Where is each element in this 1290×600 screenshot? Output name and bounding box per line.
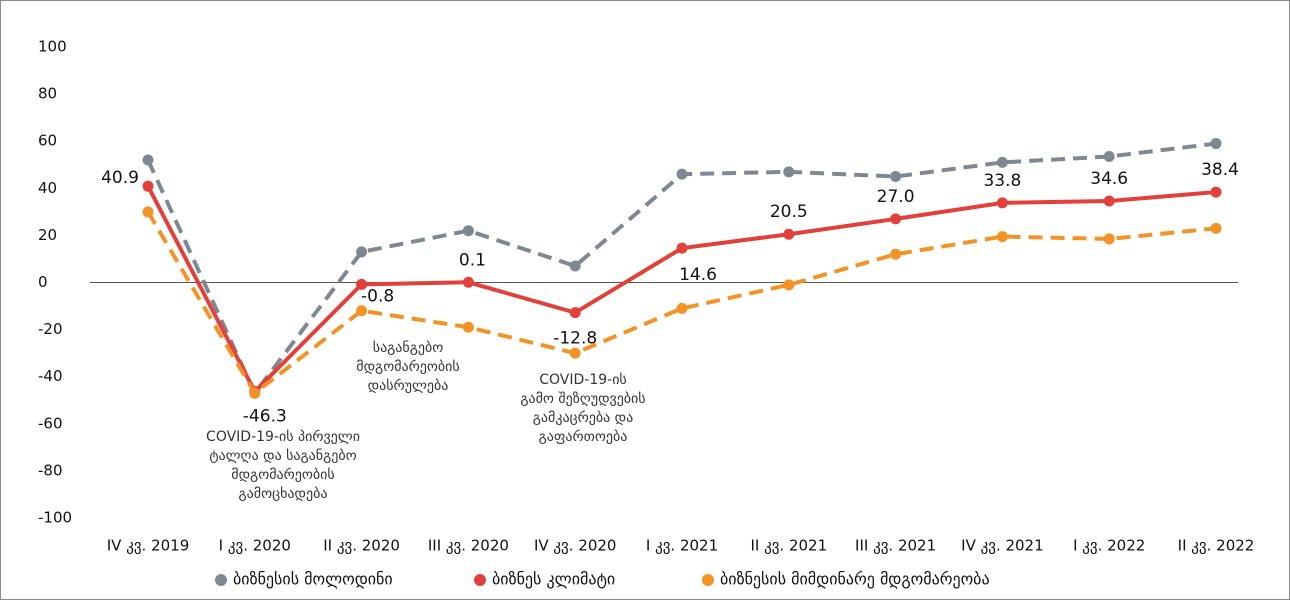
data-point	[676, 302, 688, 314]
y-tick-label: -20	[38, 320, 63, 338]
annotation: დასრულება	[368, 377, 449, 394]
data-point	[996, 156, 1008, 168]
data-point	[676, 242, 688, 254]
data-point	[783, 279, 795, 291]
annotation: მდგომარეობის	[356, 358, 459, 375]
data-point	[249, 387, 261, 399]
data-point	[1103, 195, 1115, 207]
data-label: 0.1	[459, 250, 486, 270]
data-point	[569, 260, 581, 272]
legend-label: ბიზნესის მოლოდინი	[233, 570, 393, 589]
data-label: 27.0	[877, 187, 915, 207]
annotation: გამკაცრება და	[533, 409, 633, 426]
data-point	[996, 231, 1008, 243]
x-tick-label: II კვ. 2021	[750, 537, 827, 555]
x-tick-label: III კვ. 2020	[428, 537, 509, 555]
y-tick-label: 0	[38, 273, 48, 291]
data-point	[1103, 233, 1115, 245]
legend-label: ბიზნესის მიმდინარე მდგომარეობა	[720, 570, 990, 589]
legend-marker	[702, 574, 714, 586]
x-tick-label: I კვ. 2020	[219, 537, 291, 555]
data-label: 14.6	[679, 265, 717, 285]
data-point	[569, 347, 581, 359]
annotation: ტალღა და საგანგებო	[209, 448, 356, 464]
data-label: -46.3	[243, 407, 287, 427]
data-label: 38.4	[1201, 160, 1239, 180]
data-point	[142, 154, 154, 166]
data-point	[676, 168, 688, 180]
y-tick-label: -40	[38, 367, 63, 385]
annotation: COVID-19-ის პირველი	[206, 428, 360, 445]
annotation: გაფართოება	[539, 428, 628, 445]
x-tick-label: I კვ. 2021	[646, 537, 718, 555]
data-point	[462, 225, 474, 237]
x-tick-label: IV კვ. 2019	[107, 537, 190, 555]
data-point	[462, 321, 474, 333]
data-label: -12.8	[553, 329, 597, 349]
y-tick-label: 20	[38, 226, 57, 244]
data-label: -0.8	[361, 286, 394, 306]
data-point	[569, 307, 581, 319]
data-label: 34.6	[1090, 169, 1128, 189]
annotation: COVID-19-ის	[539, 372, 627, 388]
data-point	[1103, 151, 1115, 163]
data-point	[996, 197, 1008, 209]
series-line	[146, 210, 1217, 397]
data-label: 40.9	[101, 168, 139, 188]
y-tick-label: -80	[38, 461, 63, 479]
data-label: 33.8	[983, 171, 1021, 191]
legend-marker	[215, 574, 227, 586]
y-tick-label: 40	[38, 179, 57, 197]
data-point	[890, 171, 902, 183]
x-tick-label: II კვ. 2022	[1178, 537, 1255, 555]
data-point	[1210, 138, 1222, 150]
data-point	[356, 278, 368, 290]
legend-marker	[474, 574, 486, 586]
data-point	[783, 228, 795, 240]
data-point	[890, 248, 902, 260]
data-point	[142, 206, 154, 218]
x-tick-label: IV კვ. 2021	[961, 537, 1044, 555]
y-tick-label: 80	[38, 85, 57, 103]
legend-label: ბიზნეს კლიმატი	[492, 570, 615, 589]
y-tick-label: -100	[38, 509, 72, 527]
x-tick-label: II კვ. 2020	[323, 537, 400, 555]
x-tick-label: IV კვ. 2020	[534, 537, 617, 555]
data-point	[1210, 222, 1222, 234]
data-label: 20.5	[770, 202, 808, 222]
x-tick-label: III კვ. 2021	[855, 537, 936, 555]
data-point	[783, 166, 795, 178]
data-point	[1210, 186, 1222, 198]
data-point	[890, 213, 902, 225]
annotation: მდგომარეობის	[231, 466, 334, 483]
annotation: გამოცხადება	[239, 486, 328, 502]
x-tick-label: I კვ. 2022	[1073, 537, 1145, 555]
y-tick-label: -60	[38, 414, 63, 432]
annotation: საგანგებო	[373, 340, 443, 356]
data-point	[356, 246, 368, 258]
y-tick-label: 100	[38, 38, 67, 56]
data-point	[142, 180, 154, 192]
data-point	[462, 276, 474, 288]
data-point	[356, 305, 368, 317]
annotation: გამო შეზღუდვების	[520, 391, 645, 407]
y-tick-label: 60	[38, 132, 57, 150]
